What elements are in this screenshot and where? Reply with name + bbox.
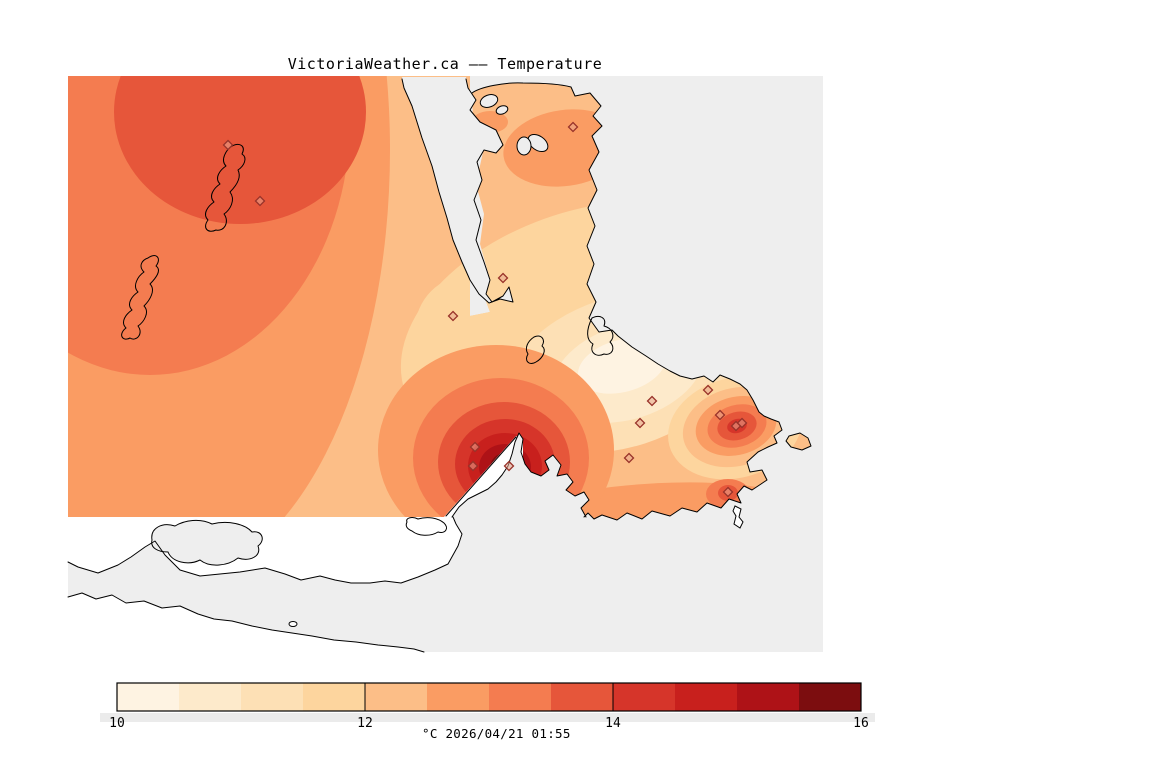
lakes [121, 143, 614, 364]
weather-station-marker [447, 310, 459, 322]
esquimalt-coastline [445, 436, 517, 517]
weather-station-marker [469, 441, 481, 453]
weather-station-marker [567, 121, 579, 133]
victoria-harbour-water [452, 433, 589, 517]
colorbar-cell [799, 683, 862, 711]
prospect-lake-outline [587, 315, 614, 356]
colorbar-cell [737, 683, 800, 711]
weather-station-marker [634, 417, 646, 429]
colorbar-cell [303, 683, 366, 711]
colorbar-label-16: 16 [853, 716, 869, 731]
weather-station-marker [497, 272, 509, 284]
peninsula-coastline [471, 82, 783, 521]
station-markers [222, 121, 748, 498]
colorbar-cell [675, 683, 738, 711]
trial-islands [732, 505, 744, 529]
figure-title: VictoriaWeather.ca —— Temperature [288, 55, 603, 73]
colorbar-cell [117, 683, 180, 711]
weather-station-marker [714, 409, 726, 421]
colorbar-cells [117, 683, 862, 711]
saanich-inlet-water [402, 77, 513, 303]
weather-station-marker [222, 139, 234, 151]
weather-station-marker [254, 195, 266, 207]
colorbar-border [116, 682, 862, 712]
sooke-lake-outline [121, 255, 159, 340]
colorbar-cell [613, 683, 676, 711]
south-shore-coastline [67, 516, 463, 584]
colorbar-tick-strip [100, 713, 875, 722]
colorbar-label-10: 10 [109, 716, 125, 731]
weather-station-marker [702, 384, 714, 396]
weather-station-marker [722, 486, 734, 498]
colorbar-cell [179, 683, 242, 711]
weather-station-marker [646, 395, 658, 407]
discovery-island-coastline [785, 432, 812, 451]
victoria-harbour-coastline [451, 432, 590, 518]
saanich-inlet-coastline [401, 78, 514, 304]
colorbar-caption: °C 2026/04/21 01:55 [422, 726, 571, 741]
weather-station-marker [623, 452, 635, 464]
map-canvas [67, 76, 823, 653]
weather-station-marker [503, 460, 515, 472]
race-rocks-islet [288, 621, 298, 627]
weather-station-marker [467, 460, 479, 472]
colorbar: 10 12 14 16 °C 2026/04/21 01:55 [100, 682, 875, 741]
peninsula-bay-notches [479, 94, 549, 156]
colorbar-cell [551, 683, 614, 711]
colorbar-cell [241, 683, 304, 711]
shawnigan-lake-outline [205, 143, 246, 232]
colorbar-label-12: 12 [357, 716, 373, 731]
colorbar-label-14: 14 [605, 716, 621, 731]
weather-station-marker [736, 417, 748, 429]
colorbar-cell [427, 683, 490, 711]
sooke-basin-water [151, 519, 263, 566]
olympic-peninsula-land [68, 593, 424, 652]
colorbar-cell [365, 683, 428, 711]
esquimalt-lagoon [405, 517, 447, 536]
olympic-coastline [67, 592, 425, 653]
elk-lake-outline [525, 335, 545, 364]
colorbar-cell [489, 683, 552, 711]
